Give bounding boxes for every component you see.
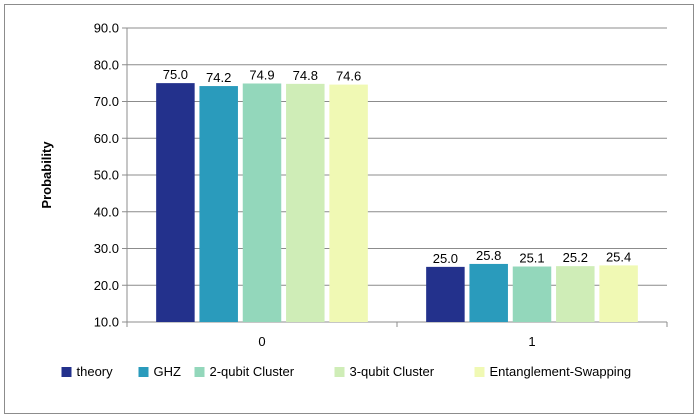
data-label: 74.8 [293,68,318,83]
x-tick-label: 1 [528,334,535,349]
y-tick-label: 40.0 [94,204,119,219]
y-tick-label: 80.0 [94,57,119,72]
bar[interactable] [199,86,238,322]
data-label: 25.0 [433,251,458,266]
y-tick-label: 30.0 [94,241,119,256]
bar[interactable] [156,83,195,322]
data-label: 25.8 [476,248,501,263]
bar[interactable] [286,83,325,322]
data-label: 25.2 [563,250,588,265]
legend-label: 3-qubit Cluster [350,364,435,379]
y-tick-label: 50.0 [94,168,119,183]
legend-swatch [334,367,345,377]
y-tick-label: 70.0 [94,94,119,109]
bar[interactable] [329,84,368,322]
x-tick-label: 0 [258,334,265,349]
bar[interactable] [512,266,552,322]
data-label: 74.9 [249,67,274,82]
y-tick-label: 10.0 [94,315,119,330]
y-tick-label: 60.0 [94,131,119,146]
legend-swatch [61,367,72,377]
bar[interactable] [469,263,508,322]
y-axis-title: Probability [39,141,54,209]
data-label: 75.0 [163,67,188,82]
legend-label: theory [77,364,114,379]
data-label: 74.2 [206,70,231,85]
y-tick-label: 20.0 [94,278,119,293]
legend-swatch [194,367,205,377]
data-label: 74.6 [336,69,361,84]
legend-label: Entanglement-Swapping [490,364,632,379]
legend-label: 2-qubit Cluster [210,364,295,379]
legend-swatch [474,367,485,377]
bar[interactable] [242,83,282,323]
y-tick-label: 90.0 [94,21,119,36]
legend-swatch [138,367,149,377]
data-label: 25.1 [519,251,544,266]
legend-label: GHZ [154,364,182,379]
data-label: 25.4 [606,249,631,264]
bar[interactable] [556,266,595,322]
bar[interactable] [426,266,465,322]
bar[interactable] [599,265,638,322]
